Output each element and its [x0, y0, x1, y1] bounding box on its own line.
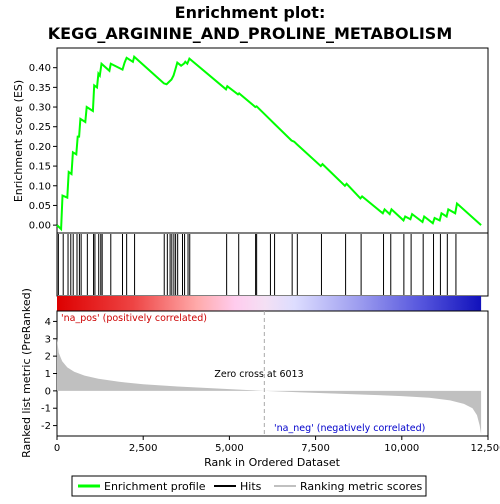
es-y-tick-label: 0.35 [29, 83, 51, 94]
es-panel-frame [57, 48, 488, 233]
metric-y-tick-label: 3 [45, 334, 51, 345]
es-y-tick-label: 0.30 [29, 103, 51, 114]
metric-y-tick-label: -1 [41, 404, 51, 415]
es-y-tick-label: 0.20 [29, 142, 51, 153]
es-y-ticks: 0.00 0.05 0.10 0.15 0.20 0.25 0.30 0.35 0.40 [29, 63, 57, 231]
x-tick-label: 12,500 [471, 443, 500, 454]
metric-y-tick-label: -2 [41, 421, 51, 432]
legend-enrichment-label: Enrichment profile [104, 480, 206, 493]
metric-y-tick-label: 2 [45, 352, 51, 363]
x-tick-label: 7,500 [301, 443, 330, 454]
metric-y-tick-label: 1 [45, 369, 51, 380]
x-tick-label: 5,000 [215, 443, 244, 454]
negative-correlation-label: 'na_neg' (negatively correlated) [274, 423, 425, 434]
es-y-tick-label: 0.15 [29, 162, 51, 173]
x-axis-label: Rank in Ordered Dataset [204, 456, 341, 469]
es-y-tick-label: 0.40 [29, 63, 51, 74]
x-tick-label: 10,000 [384, 443, 419, 454]
title-line-2: KEGG_ARGININE_AND_PROLINE_METABOLISM [48, 24, 453, 43]
title-line-1: Enrichment plot: [175, 3, 326, 22]
metric-y-tick-label: 4 [45, 317, 51, 328]
legend-hits-label: Hits [240, 480, 262, 493]
metric-y-axis-label: Ranked list metric (PreRanked) [20, 288, 33, 458]
es-y-tick-label: 0.10 [29, 181, 51, 192]
x-tick-label: 2,500 [129, 443, 158, 454]
es-y-tick-label: 0.05 [29, 201, 51, 212]
legend-metric-label: Ranking metric scores [300, 480, 422, 493]
es-y-tick-label: 0.25 [29, 122, 51, 133]
x-ticks: 0 2,500 5,000 7,500 10,000 12,500 [54, 436, 500, 454]
zero-cross-label: Zero cross at 6013 [214, 369, 303, 380]
rank-color-bar [57, 296, 481, 311]
es-y-tick-label: 0.00 [29, 221, 51, 232]
es-y-axis-label: Enrichment score (ES) [12, 80, 25, 202]
positive-correlation-label: 'na_pos' (positively correlated) [61, 313, 207, 324]
x-tick-label: 0 [54, 443, 60, 454]
metric-y-ticks: -2 -1 0 1 2 3 4 [41, 317, 57, 432]
metric-y-tick-label: 0 [45, 386, 51, 397]
